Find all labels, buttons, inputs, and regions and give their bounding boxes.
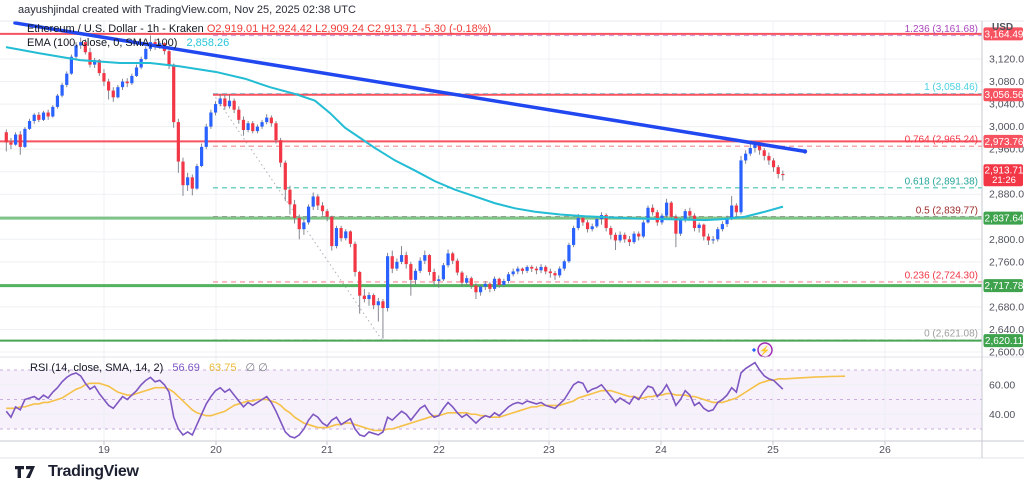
high-value: H2,924.42 [261,23,313,35]
open-value: O2,919.01 [206,23,259,35]
svg-text:0.5 (2,839.77): 0.5 (2,839.77) [916,205,978,216]
svg-text:0.236 (2,724.30): 0.236 (2,724.30) [905,270,978,281]
close-value: C2,913.71 [367,23,418,35]
svg-text:0.764 (2,965.24): 0.764 (2,965.24) [905,135,978,146]
exchange-label: Kraken [168,23,204,35]
svg-text:25: 25 [767,444,779,456]
price-pill [983,164,1023,187]
svg-text:3,040.00: 3,040.00 [989,99,1024,111]
change-value: -5.30 (-0.18%) [420,23,492,35]
svg-text:3,120.00: 3,120.00 [989,54,1024,66]
svg-text:2,640.00: 2,640.00 [989,324,1024,336]
descending-trendline [13,21,808,154]
svg-text:24: 24 [655,444,667,456]
svg-text:2,600.00: 2,600.00 [989,347,1024,359]
gridlines [0,22,982,441]
svg-text:60.00: 60.00 [989,379,1015,391]
fib-level-labels: 1.236 (3,161.68) 1 (3,058.46) 0.764 (2,965… [905,24,978,340]
svg-text:2,680.00: 2,680.00 [989,301,1024,313]
ema-legend[interactable]: EMA (100, close, 0, SMA, 100) 2,858.26 [27,37,229,49]
drawing-marker-icon: ⚡ [751,342,773,358]
svg-text:2,973.76: 2,973.76 [985,137,1024,148]
svg-text:3,164.49: 3,164.49 [985,29,1024,40]
svg-text:3,056.56: 3,056.56 [985,90,1024,101]
svg-text:19: 19 [98,444,110,456]
symbol-legend[interactable]: Ethereum / U.S. Dollar - 1h - Kraken O2,… [27,23,492,35]
svg-text:21:26: 21:26 [992,175,1016,186]
tradingview-logo-icon [15,466,35,478]
ema-label: EMA (100, close, 0, SMA, 100) [27,37,178,49]
price-pill [983,279,1023,293]
svg-text:2,620.11: 2,620.11 [985,336,1024,347]
svg-text:23: 23 [543,444,555,456]
svg-text:2,760.00: 2,760.00 [989,256,1024,268]
svg-text:20: 20 [210,444,222,456]
svg-text:1 (3,058.46): 1 (3,058.46) [924,82,978,93]
axis-currency-label[interactable]: USD [992,22,1014,33]
tradingview-logo-text: TradingView [48,463,139,480]
rsi-value: 56.69 [172,362,200,374]
rsi-lines [5,361,846,439]
interval-label: 1h [146,23,160,35]
ema-value: 2,858.26 [186,37,230,49]
candlesticks [4,35,785,339]
svg-text:⚡: ⚡ [759,345,770,357]
svg-text:2,880.00: 2,880.00 [989,189,1024,201]
low-value: L2,909.24 [315,23,365,35]
svg-text:0 (2,621.08): 0 (2,621.08) [924,329,978,340]
svg-text:3,080.00: 3,080.00 [989,76,1024,88]
svg-text:0.618 (2,891.38): 0.618 (2,891.38) [905,176,978,187]
rsi-extra-values: ∅ ∅ [245,362,268,374]
price-pill [983,134,1023,148]
svg-text:2,800.00: 2,800.00 [989,234,1024,246]
svg-text:1.236 (3,161.68): 1.236 (3,161.68) [905,24,978,35]
svg-text:3,000.00: 3,000.00 [989,121,1024,133]
creator-credit: aayushjindal created with TradingView.co… [18,4,356,16]
svg-text:40.00: 40.00 [989,409,1015,421]
rsi-ma-value: 63.75 [208,362,237,374]
price-pill [983,27,1023,41]
rsi-label: RSI (14, close, SMA, 14, 2) [30,362,164,374]
svg-text:21: 21 [321,444,333,456]
price-pill [983,88,1023,102]
svg-text:2,913.71: 2,913.71 [985,166,1024,177]
ema-line [5,46,784,222]
rsi-band [0,369,982,430]
price-pill [983,211,1023,225]
symbol-title: Ethereum / U.S. Dollar [27,23,138,35]
tradingview-logo[interactable]: TradingView [14,463,139,481]
svg-text:26: 26 [879,444,891,456]
svg-text:22: 22 [433,444,445,456]
svg-text:2,717.78: 2,717.78 [985,281,1024,292]
svg-text:2,837.64: 2,837.64 [985,214,1024,225]
rsi-legend[interactable]: RSI (14, close, SMA, 14, 2) 56.69 63.75 … [30,361,268,374]
price-pill [983,334,1023,348]
